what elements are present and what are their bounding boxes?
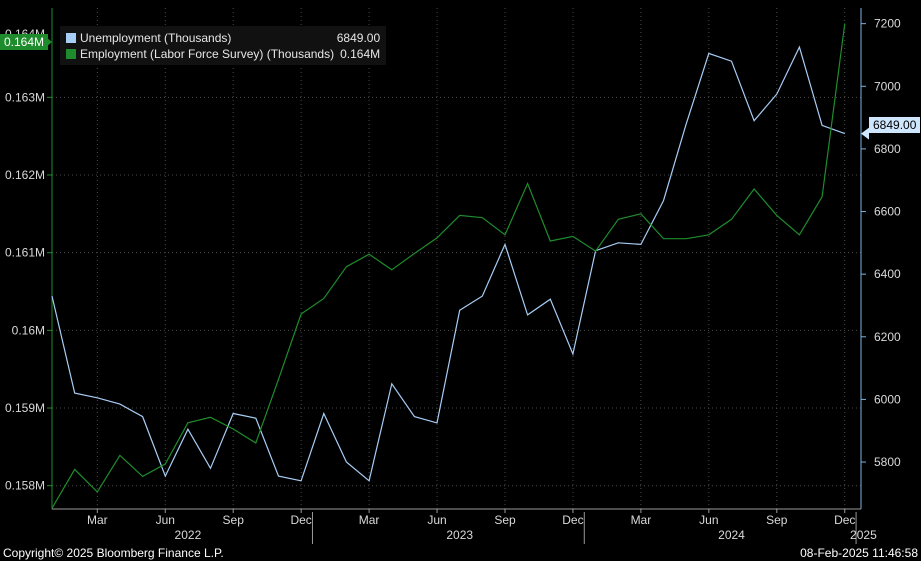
year-label: 2024 (718, 528, 745, 542)
legend-value-employment: 0.164M (340, 47, 381, 61)
legend-label-unemployment: Unemployment (Thousands) (80, 31, 232, 45)
x-tick-label: Jun (699, 513, 718, 527)
unemployment-series-line (51, 45, 846, 482)
left-tick-label: 0.158M (5, 479, 45, 493)
right-tick-label: 7000 (874, 79, 901, 93)
right-tick-label: 5800 (874, 455, 901, 469)
x-tick-label: Mar (631, 513, 652, 527)
unemployment-swatch (66, 33, 76, 43)
employment-series-line (51, 23, 846, 509)
legend-item-unemployment: Unemployment (Thousands) 6849.00 (66, 30, 380, 46)
x-tick-label: Sep (766, 513, 788, 527)
right-badge-pointer (861, 127, 869, 140)
right-tick-label: 6400 (874, 267, 901, 281)
right-tick-label: 6000 (874, 392, 901, 406)
left-tick-label: 0.162M (5, 168, 45, 182)
legend-label-employment: Employment (Labor Force Survey) (Thousan… (80, 47, 335, 61)
legend-value-unemployment: 6849.00 (336, 31, 381, 45)
series-lines (51, 23, 846, 509)
x-tick-label: Jun (156, 513, 175, 527)
left-tick-label: 0.161M (5, 246, 45, 260)
timestamp-text: 08-Feb-2025 11:46:58 (800, 546, 918, 560)
right-tick-label: 7200 (874, 17, 901, 31)
x-tick-label: Dec (290, 513, 311, 527)
left-tick-label: 0.159M (5, 401, 45, 415)
right-tick-label: 6600 (874, 205, 901, 219)
tick-labels: 0.158M 0.159M 0.16M 0.161M 0.162M 0.163M 0.164… (5, 17, 901, 542)
right-tick-label: 6200 (874, 330, 901, 344)
copyright-text: Copyright© 2025 Bloomberg Finance L.P. (3, 546, 224, 560)
legend-item-employment: Employment (Labor Force Survey) (Thousan… (66, 46, 380, 62)
x-tick-label: Sep (494, 513, 516, 527)
footer: Copyright© 2025 Bloomberg Finance L.P. 0… (0, 545, 921, 561)
left-tick-label: 0.163M (5, 90, 45, 104)
axes (46, 8, 869, 544)
x-tick-label: Dec (562, 513, 583, 527)
x-tick-label: Jun (427, 513, 446, 527)
year-label: 2025 (850, 528, 877, 542)
left-tick-label: 0.16M (12, 323, 45, 337)
year-label: 2022 (175, 528, 202, 542)
x-tick-label: Mar (359, 513, 380, 527)
right-tick-label: 6800 (874, 142, 901, 156)
x-tick-label: Dec (834, 513, 855, 527)
x-tick-label: Mar (87, 513, 108, 527)
year-label: 2023 (446, 528, 473, 542)
right-axis-current-value-badge: 6849.00 (869, 117, 921, 133)
grid-lines (52, 8, 861, 509)
employment-swatch (66, 49, 76, 59)
legend: Unemployment (Thousands) 6849.00 Employm… (60, 26, 387, 65)
left-axis-current-value-badge: 0.164M (0, 34, 49, 50)
x-tick-label: Sep (223, 513, 245, 527)
